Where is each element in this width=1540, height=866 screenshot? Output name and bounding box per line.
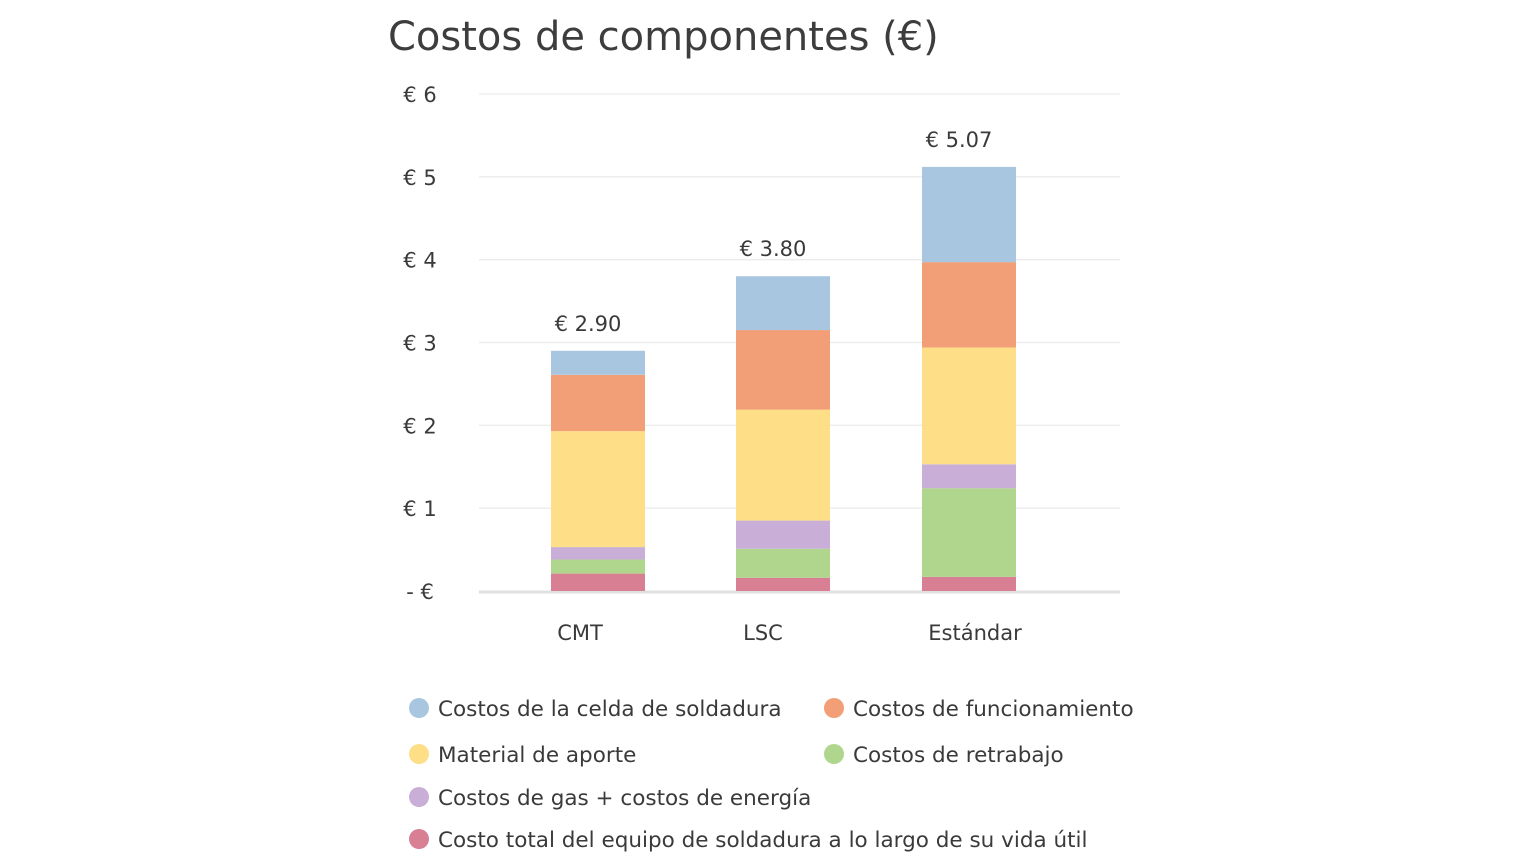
- bar-stack: [551, 350, 645, 591]
- bar-segment: [736, 577, 830, 591]
- legend-swatch: [824, 698, 844, 718]
- chart-title: Costos de componentes (€): [388, 14, 939, 60]
- bar-segment: [551, 374, 645, 432]
- legend-item: Costos de gas + costos de energía: [409, 786, 811, 811]
- bar-stack: [922, 166, 1016, 591]
- y-tick-label: € 2: [403, 414, 436, 438]
- bar-segment: [922, 166, 1016, 263]
- legend-item: Costo total del equipo de soldadura a lo…: [409, 828, 1088, 853]
- bar-stack: [736, 276, 830, 591]
- legend-swatch: [409, 829, 429, 849]
- bars: [551, 166, 1016, 591]
- x-tick-label: Estándar: [928, 621, 1022, 645]
- bar-total-label: € 2.90: [555, 312, 622, 336]
- bar-segment: [736, 520, 830, 549]
- bar-total-label: € 3.80: [740, 237, 807, 261]
- bar-segment: [922, 464, 1016, 489]
- x-tick-label: LSC: [743, 621, 783, 645]
- legend-item: Costos de la celda de soldadura: [409, 697, 782, 722]
- x-tick-label: CMT: [557, 621, 603, 645]
- legend-item: Costos de retrabajo: [824, 743, 1064, 768]
- legend-item: Material de aporte: [409, 743, 636, 768]
- x-axis: CMT LSC Estándar: [557, 621, 1022, 645]
- y-tick-label: € 5: [403, 166, 436, 190]
- bar-segment: [922, 576, 1016, 591]
- legend-label: Material de aporte: [438, 743, 636, 768]
- bar-segment: [736, 548, 830, 578]
- bar-segment: [736, 330, 830, 410]
- bar-segment: [551, 350, 645, 375]
- legend-label: Costos de gas + costos de energía: [438, 786, 811, 811]
- legend-item: Costos de funcionamiento: [824, 697, 1134, 722]
- bar-segment: [736, 409, 830, 521]
- bar-segment: [922, 262, 1016, 348]
- bar-total-label: € 5.07: [926, 128, 993, 152]
- bar-segment: [922, 347, 1016, 465]
- y-tick-label: € 4: [403, 249, 436, 273]
- legend-swatch: [824, 744, 844, 764]
- bar-segment: [551, 559, 645, 574]
- y-tick-label: € 6: [403, 83, 436, 107]
- y-axis: - € € 1 € 2 € 3 € 4 € 5 € 6: [403, 83, 436, 604]
- y-tick-label: € 3: [403, 332, 436, 356]
- legend-label: Costos de retrabajo: [853, 743, 1064, 768]
- legend-swatch: [409, 787, 429, 807]
- legend-label: Costos de la celda de soldadura: [438, 697, 782, 722]
- bar-segment: [551, 547, 645, 560]
- bar-segment: [551, 573, 645, 591]
- legend-swatch: [409, 744, 429, 764]
- bar-segment: [922, 488, 1016, 577]
- y-tick-label: € 1: [403, 497, 436, 521]
- bar-segment: [736, 276, 830, 331]
- legend: Costos de la celda de soldadura Costos de…: [409, 697, 1134, 853]
- bar-total-labels: € 2.90 € 3.80 € 5.07: [555, 128, 993, 336]
- y-tick-label: - €: [406, 580, 434, 604]
- bar-segment: [551, 431, 645, 548]
- legend-label: Costo total del equipo de soldadura a lo…: [438, 828, 1088, 853]
- legend-swatch: [409, 698, 429, 718]
- legend-label: Costos de funcionamiento: [853, 697, 1134, 722]
